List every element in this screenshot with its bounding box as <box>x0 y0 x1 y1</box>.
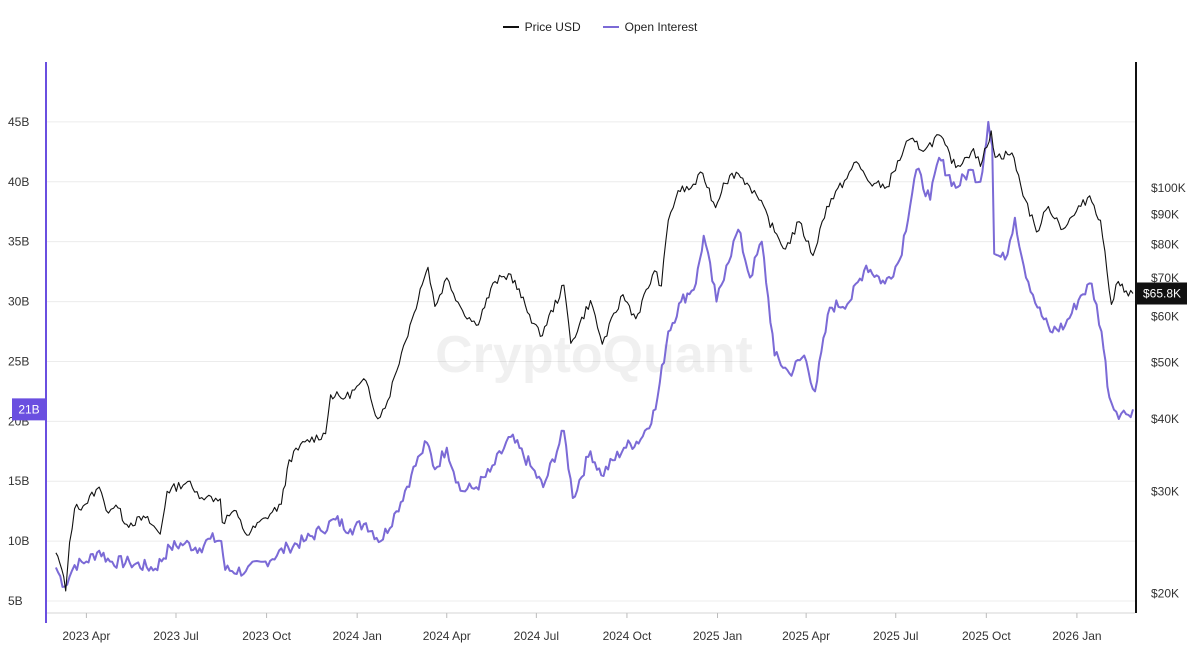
y-right-tick-label: $60K <box>1151 310 1179 324</box>
watermark-text: CryptoQuant <box>435 326 753 384</box>
oi-legend-label: Open Interest <box>624 20 698 34</box>
x-tick-label: 2026 Jan <box>1052 629 1101 643</box>
y-left-tick-label: 45B <box>8 115 29 129</box>
price-series-line <box>55 130 1134 592</box>
price-legend-swatch <box>502 26 519 28</box>
y-left-tick-label: 15B <box>8 474 29 488</box>
x-tick-label: 2025 Apr <box>782 629 830 643</box>
y-left-tick-label: 35B <box>8 235 29 249</box>
y-right-tick-label: $40K <box>1151 412 1179 426</box>
y-left-tick-label: 5B <box>8 594 23 608</box>
x-tick-label: 2024 Apr <box>423 629 471 643</box>
x-tick-label: 2025 Jul <box>873 629 918 643</box>
x-tick-label: 2023 Oct <box>242 629 291 643</box>
y-right-tick-label: $80K <box>1151 237 1179 251</box>
y-right-tick-label: $50K <box>1151 356 1179 370</box>
legend-item-open-interest[interactable]: Open Interest <box>602 20 698 34</box>
oi-current-label: 21B <box>18 402 39 416</box>
x-tick-label: 2025 Oct <box>962 629 1011 643</box>
price-current-label: $65.8K <box>1143 286 1181 300</box>
x-tick-label: 2025 Jan <box>693 629 742 643</box>
legend: Price USD Open Interest <box>0 20 1200 34</box>
y-left-tick-label: 10B <box>8 534 29 548</box>
x-tick-label: 2024 Jul <box>514 629 559 643</box>
x-tick-label: 2023 Apr <box>62 629 110 643</box>
y-right-tick-label: $30K <box>1151 484 1179 498</box>
oi-current-badge <box>12 398 46 421</box>
y-right-tick-label: $70K <box>1151 271 1179 285</box>
y-right-tick-label: $90K <box>1151 208 1179 222</box>
legend-item-price[interactable]: Price USD <box>502 20 581 34</box>
y-left-tick-label: 40B <box>8 175 29 189</box>
open-interest-series-line <box>54 120 1134 588</box>
oi-legend-swatch <box>602 26 619 28</box>
y-right-tick-label: $100K <box>1151 181 1186 195</box>
y-left-tick-label: 25B <box>8 354 29 368</box>
y-right-tick-label: $20K <box>1151 586 1179 600</box>
y-left-tick-label: 30B <box>8 295 29 309</box>
x-tick-label: 2024 Jan <box>332 629 381 643</box>
price-current-badge <box>1137 282 1187 305</box>
x-tick-label: 2024 Oct <box>603 629 652 643</box>
x-tick-label: 2023 Jul <box>153 629 198 643</box>
price-legend-label: Price USD <box>524 20 581 34</box>
